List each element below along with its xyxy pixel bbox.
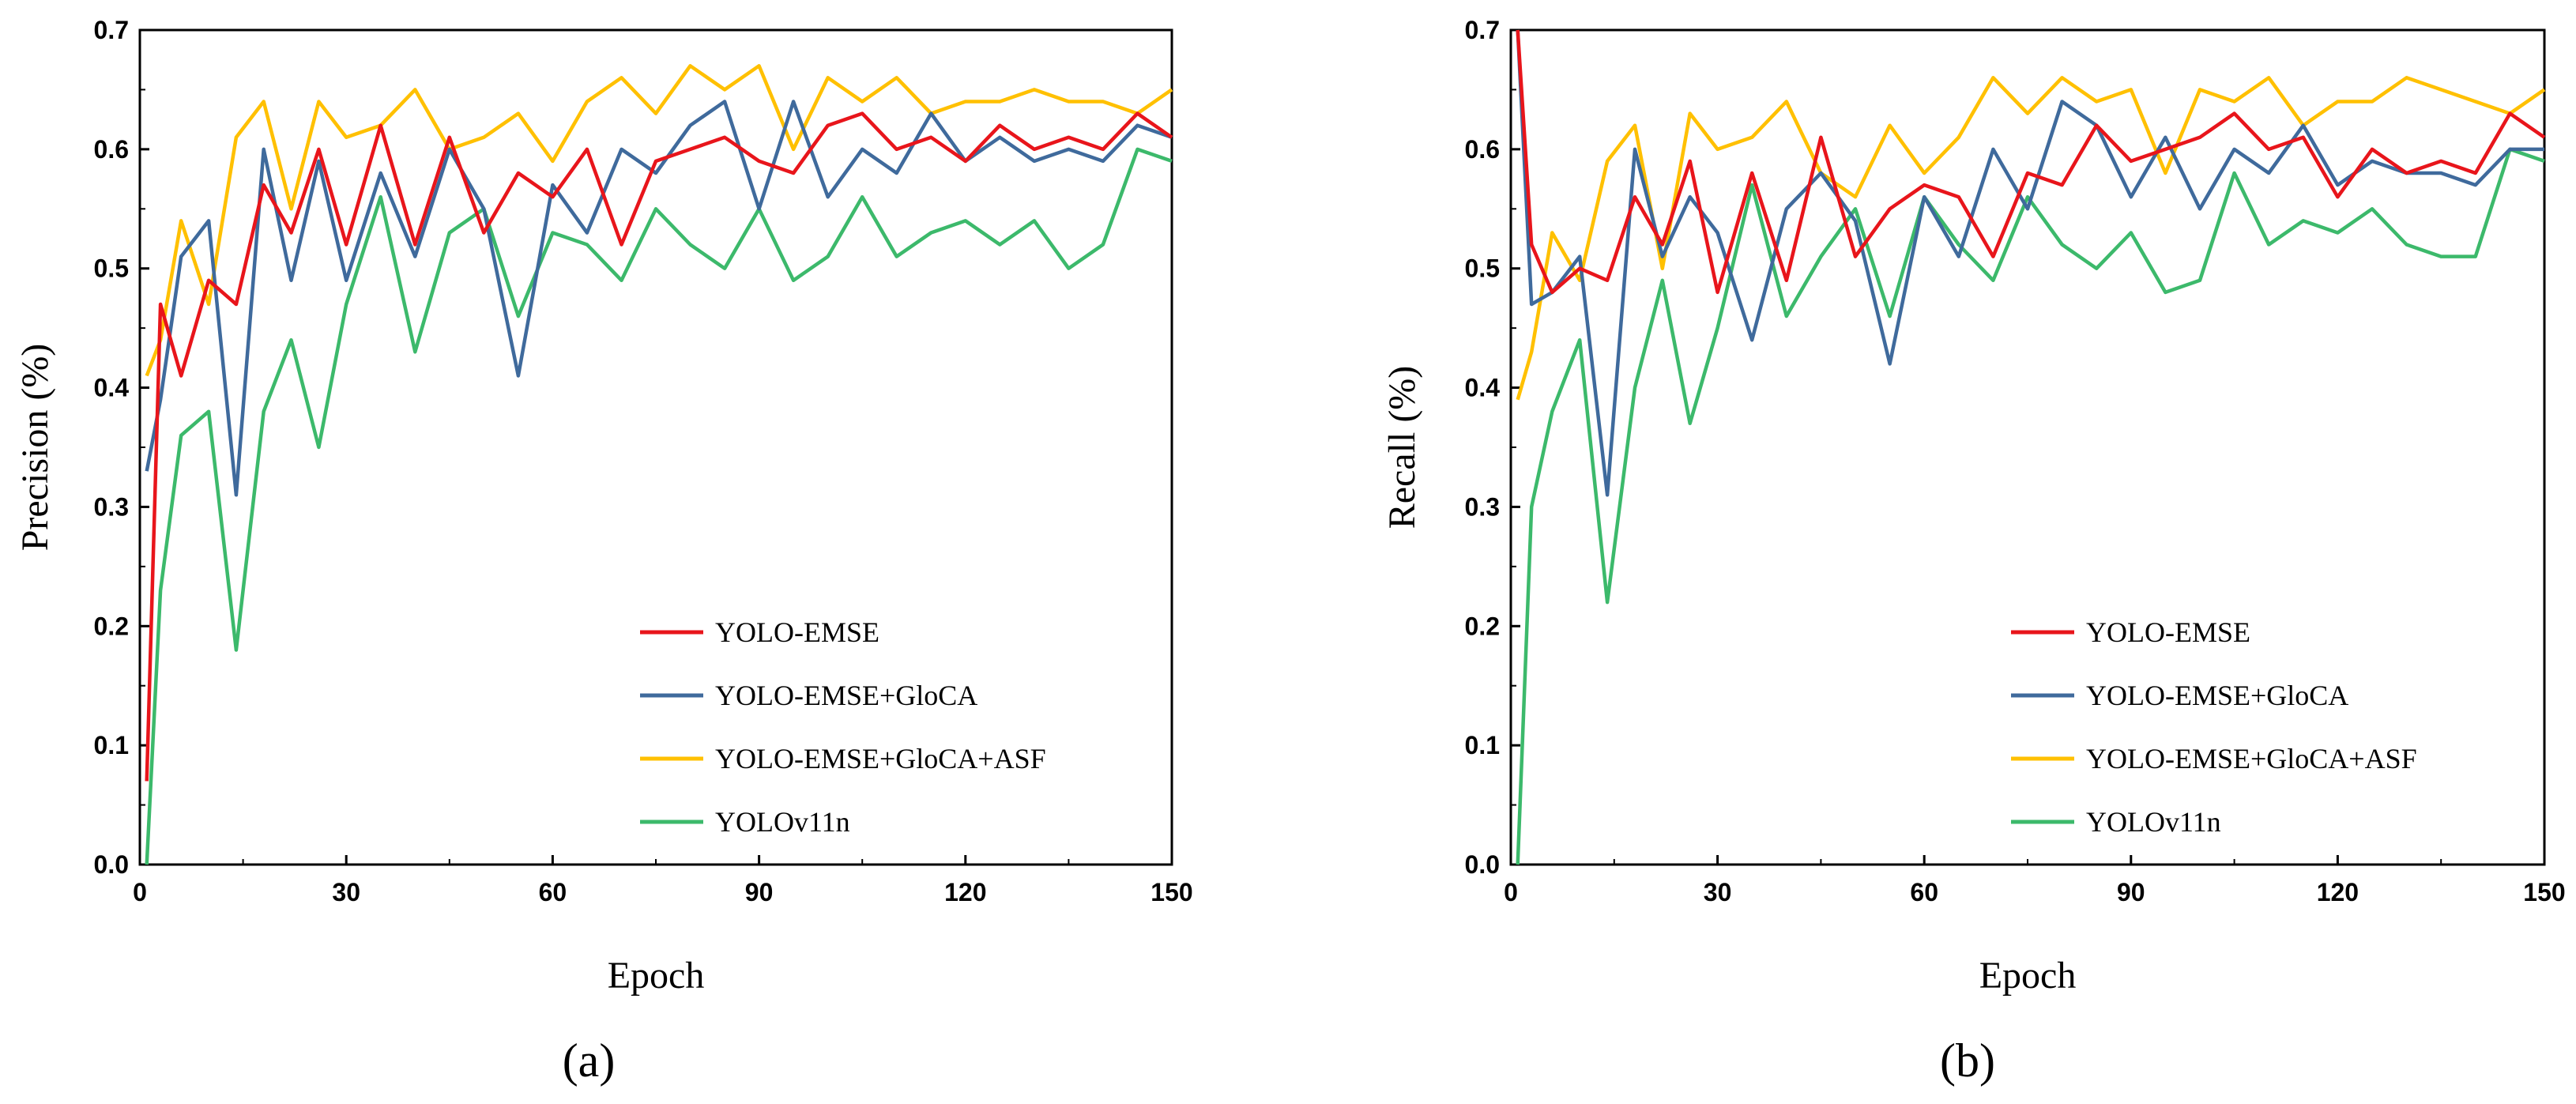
legend-label: YOLO-EMSE: [715, 616, 879, 648]
series-line-yolov11n: [145, 147, 1173, 865]
y-tick-label: 0.0: [94, 850, 129, 879]
y-tick-label: 0.1: [94, 731, 129, 759]
series-line-yolo-emse-gloca: [145, 100, 1173, 497]
y-tick-label: 0.3: [94, 492, 129, 521]
y-tick-label: 0.5: [94, 254, 129, 283]
y-tick-label: 0.5: [1465, 254, 1500, 283]
y-tick-label: 0.0: [1465, 850, 1500, 879]
legend-label: YOLO-EMSE+GloCA: [2086, 680, 2348, 711]
chart-recall: 0.0 0.1 0.2 0.3 0.4 0.5 0.6 0.7 0 30 60 90 120 150 Ep…: [1381, 16, 2566, 1087]
x-tick-label: 90: [2117, 878, 2145, 906]
series-line-yolov11n: [1516, 147, 2545, 865]
y-axis-label: Recall (%): [1381, 366, 1423, 529]
x-tick-label: 120: [944, 878, 986, 906]
y-tick-label: 0.2: [94, 612, 129, 640]
series-line-yolo-emse: [145, 111, 1173, 782]
series-line-yolo-emse-gloca-asf: [1516, 76, 2546, 401]
x-tick-label: 30: [332, 878, 360, 906]
legend: YOLO-EMSE YOLO-EMSE+GloCA YOLO-EMSE+GloCA+…: [640, 616, 1046, 838]
y-tick-label: 0.6: [94, 135, 129, 164]
x-tick-label: 60: [1910, 878, 1938, 906]
x-tick-label: 60: [539, 878, 567, 906]
plot-frame: [1509, 28, 2546, 866]
y-tick-label: 0.2: [1465, 612, 1500, 640]
legend: YOLO-EMSE YOLO-EMSE+GloCA YOLO-EMSE+GloCA+…: [2011, 616, 2417, 838]
panel-label-b: (b): [1940, 1034, 1995, 1087]
x-tick-label: 90: [745, 878, 774, 906]
plot-frame: [138, 28, 1173, 866]
y-tick-label: 0.4: [94, 374, 130, 402]
legend-label: YOLO-EMSE+GloCA: [715, 680, 977, 711]
legend-label: YOLOv11n: [2086, 806, 2221, 838]
x-tick-label: 120: [2317, 878, 2359, 906]
legend-label: YOLO-EMSE: [2086, 616, 2250, 648]
series-line-yolo-emse: [1516, 29, 2546, 295]
x-tick-label: 150: [1151, 878, 1192, 906]
y-tick-label: 0.6: [1465, 135, 1500, 164]
legend-label: YOLO-EMSE+GloCA+ASF: [715, 743, 1046, 774]
x-tick-label: 150: [2523, 878, 2565, 906]
y-tick-label: 0.3: [1465, 492, 1500, 521]
legend-label: YOLOv11n: [715, 806, 850, 838]
y-tick-label: 0.7: [1465, 16, 1500, 44]
x-tick-label: 0: [1504, 878, 1518, 906]
x-tick-label: 30: [1704, 878, 1732, 906]
series-line-yolo-emse-gloca-asf: [145, 64, 1173, 377]
x-tick-label: 0: [133, 878, 147, 906]
y-tick-label: 0.7: [94, 16, 129, 44]
y-tick-label: 0.4: [1465, 374, 1501, 402]
series-line-yolo-emse-gloca: [1516, 29, 2544, 497]
x-axis-label: Epoch: [1979, 955, 2077, 997]
x-axis-label: Epoch: [608, 955, 705, 997]
panel-label-a: (a): [563, 1034, 616, 1087]
y-axis-label: Precision (%): [14, 344, 56, 552]
legend-label: YOLO-EMSE+GloCA+ASF: [2086, 743, 2417, 774]
chart-precision: 0.0 0.1 0.2 0.3 0.4 0.5 0.6 0.7 0 30 60 90 120 150 Ep…: [14, 16, 1193, 1087]
y-tick-label: 0.1: [1465, 731, 1500, 759]
